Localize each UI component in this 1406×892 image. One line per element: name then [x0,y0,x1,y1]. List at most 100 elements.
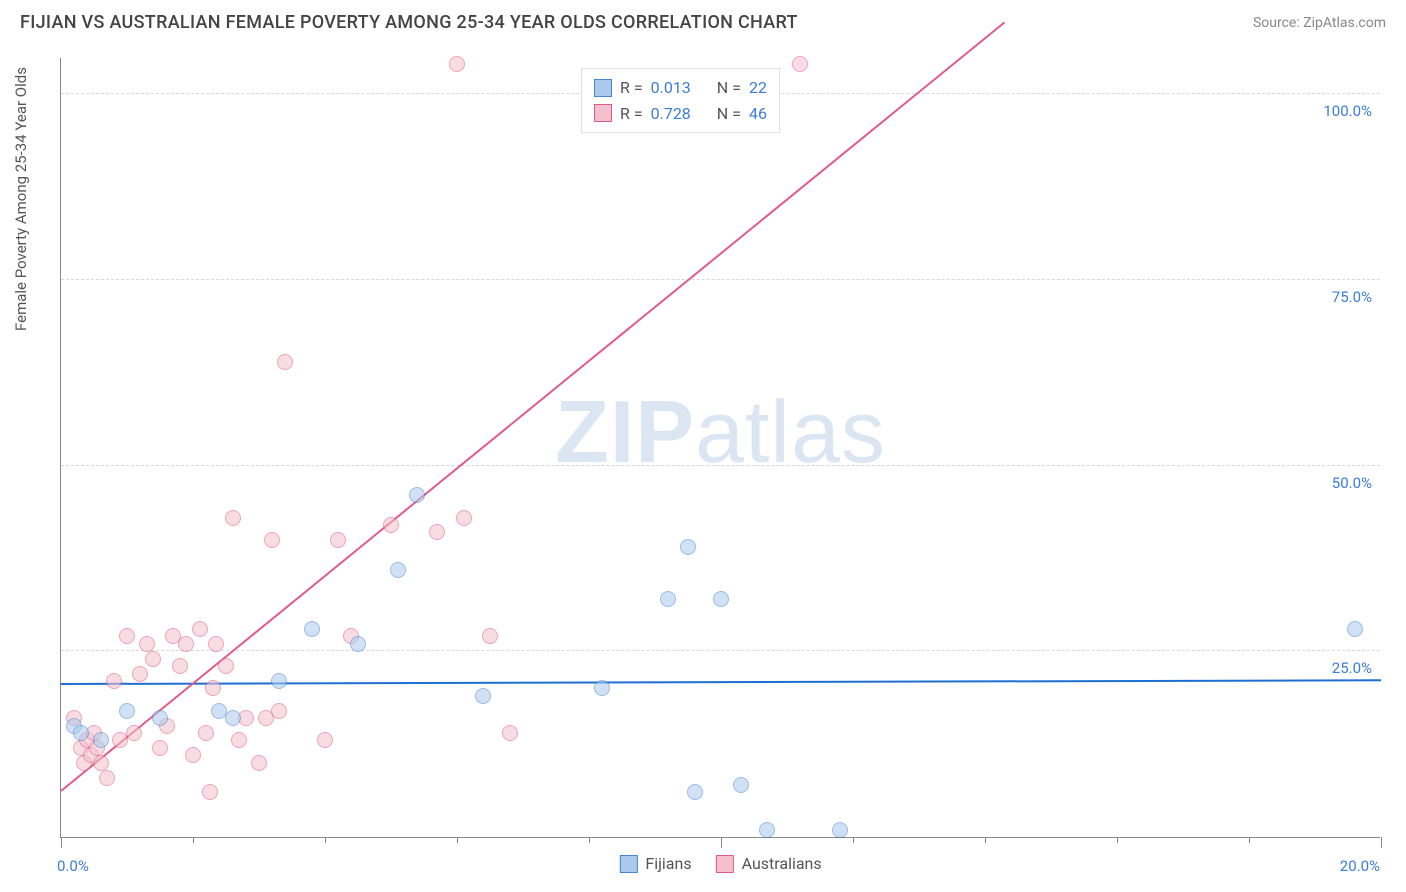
gridline [61,465,1380,466]
n-value: 46 [749,101,767,127]
data-point [660,591,676,607]
trend-line [60,21,1005,791]
x-tick-minor [457,837,458,843]
data-point [680,539,696,555]
data-point [271,673,287,689]
data-point [208,636,224,652]
data-point [93,755,109,771]
legend-label: Australians [742,854,822,873]
data-point [792,56,808,72]
data-point [106,673,122,689]
chart-container: Female Poverty Among 25-34 Year Olds ZIP… [18,48,1388,878]
x-tick-label: 0.0% [57,857,89,875]
data-point [119,628,135,644]
x-tick-minor [853,837,854,843]
n-label: N = [717,75,741,101]
legend-label: Fijians [645,854,691,873]
data-point [251,755,267,771]
data-point [594,680,610,696]
x-tick-major [61,837,62,848]
r-label: R = [620,75,643,101]
legend-swatch [594,104,612,122]
data-point [152,740,168,756]
x-tick-label: 20.0% [1340,857,1380,875]
data-point [409,487,425,503]
data-point [733,777,749,793]
data-point [172,658,188,674]
x-tick-major [721,837,722,848]
legend-swatch [594,79,612,97]
x-tick-major [1381,837,1382,848]
r-value: 0.013 [651,75,691,101]
r-value: 0.728 [651,101,691,127]
x-tick-minor [1117,837,1118,843]
n-label: N = [717,101,741,127]
stats-legend: R = 0.013 N = 22 R = 0.728 N = 46 [581,68,780,133]
data-point [126,725,142,741]
data-point [429,524,445,540]
plot-area: ZIPatlas 25.0%50.0%75.0%100.0%0.0%20.0%R… [60,58,1380,838]
gridline [61,279,1380,280]
data-point [456,510,472,526]
data-point [330,532,346,548]
data-point [178,636,194,652]
data-point [73,725,89,741]
x-tick-minor [193,837,194,843]
data-point [185,747,201,763]
data-point [1347,621,1363,637]
legend-swatch [619,855,637,873]
stats-legend-row: R = 0.013 N = 22 [594,75,767,101]
data-point [390,562,406,578]
data-point [202,784,218,800]
data-point [832,822,848,838]
data-point [482,628,498,644]
data-point [145,651,161,667]
source-label: Source: ZipAtlas.com [1253,15,1386,31]
watermark: ZIPatlas [555,381,886,483]
y-tick-label: 25.0% [1332,659,1372,677]
y-axis-label: Female Poverty Among 25-34 Year Olds [12,67,30,331]
data-point [449,56,465,72]
data-point [350,636,366,652]
data-point [119,703,135,719]
data-point [277,354,293,370]
chart-title: FIJIAN VS AUSTRALIAN FEMALE POVERTY AMON… [20,12,798,33]
x-tick-minor [1249,837,1250,843]
data-point [304,621,320,637]
data-point [713,591,729,607]
series-legend: Fijians Australians [619,854,821,873]
data-point [383,517,399,533]
y-tick-label: 75.0% [1332,288,1372,306]
x-tick-minor [589,837,590,843]
legend-item: Australians [716,854,822,873]
data-point [225,710,241,726]
data-point [205,680,221,696]
data-point [139,636,155,652]
data-point [132,666,148,682]
data-point [502,725,518,741]
y-tick-label: 50.0% [1332,474,1372,492]
gridline [61,650,1380,651]
y-tick-label: 100.0% [1323,102,1372,120]
data-point [99,770,115,786]
n-value: 22 [749,75,767,101]
data-point [475,688,491,704]
data-point [317,732,333,748]
stats-legend-row: R = 0.728 N = 46 [594,101,767,127]
x-tick-minor [985,837,986,843]
data-point [198,725,214,741]
data-point [759,822,775,838]
data-point [264,532,280,548]
data-point [271,703,287,719]
trend-line [61,679,1381,685]
data-point [687,784,703,800]
data-point [231,732,247,748]
x-tick-minor [325,837,326,843]
data-point [192,621,208,637]
legend-swatch [716,855,734,873]
data-point [152,710,168,726]
data-point [225,510,241,526]
legend-item: Fijians [619,854,691,873]
data-point [93,732,109,748]
r-label: R = [620,101,643,127]
